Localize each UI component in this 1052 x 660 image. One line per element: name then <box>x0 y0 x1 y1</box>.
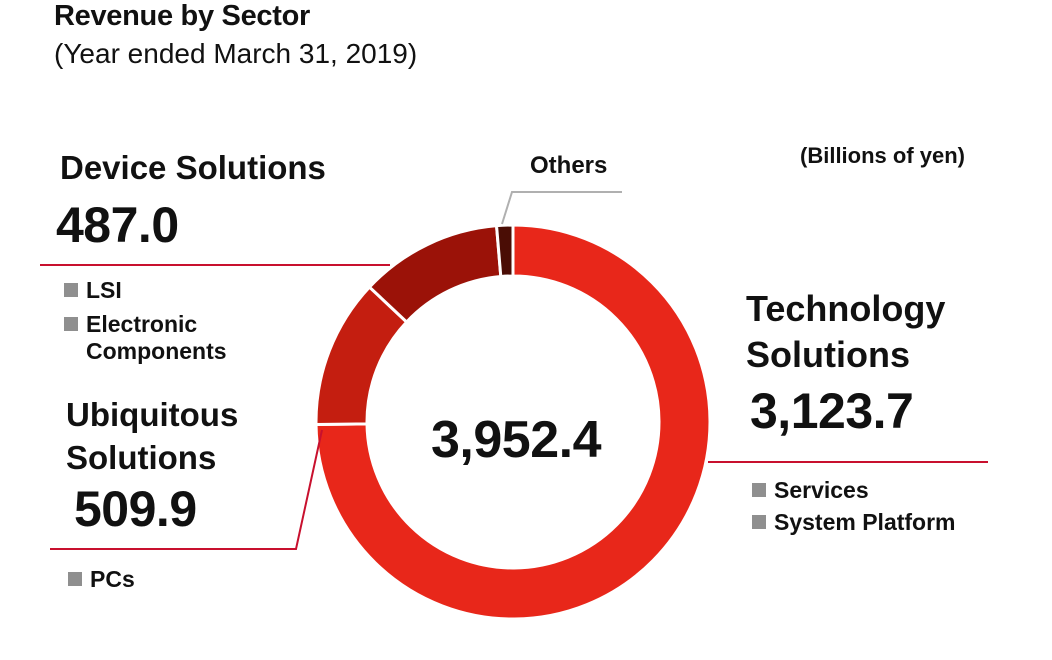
leader-line-ubiquitous-solutions <box>50 429 323 550</box>
legend-square-icon <box>64 317 78 331</box>
device-solutions-name: Device Solutions <box>60 149 326 186</box>
device-sub-item-electronic-components: Electronic Components <box>64 311 227 365</box>
technology-sub-item-system-platform: System Platform <box>752 509 956 536</box>
slice-technology-solutions <box>314 223 712 621</box>
others-name: Others <box>530 152 608 179</box>
ubiquitous-solutions-value: 509.9 <box>74 481 197 537</box>
chart-subtitle: (Year ended March 31, 2019) <box>54 38 418 69</box>
technology-solutions-value: 3,123.7 <box>750 383 914 439</box>
device-sub-item-lsi: LSI <box>64 277 122 304</box>
total-value: 3,952.4 <box>431 411 602 469</box>
units-label: (Billions of yen) <box>800 143 965 168</box>
legend-square-icon <box>68 572 82 586</box>
technology-solutions-name: Technology Solutions <box>746 288 946 375</box>
legend-square-icon <box>64 283 78 297</box>
ubiquitous-sub-item-pcs: PCs <box>68 566 135 593</box>
slice-others <box>494 223 515 279</box>
device-solutions-value: 487.0 <box>56 197 179 253</box>
chart-title: Revenue by Sector <box>54 0 310 32</box>
leader-line-others <box>501 191 622 225</box>
ubiquitous-solutions-name: Ubiquitous Solutions <box>66 396 239 476</box>
legend-square-icon <box>752 483 766 497</box>
legend-square-icon <box>752 515 766 529</box>
technology-sub-item-services: Services <box>752 477 869 504</box>
slice-device-solutions <box>367 224 503 325</box>
